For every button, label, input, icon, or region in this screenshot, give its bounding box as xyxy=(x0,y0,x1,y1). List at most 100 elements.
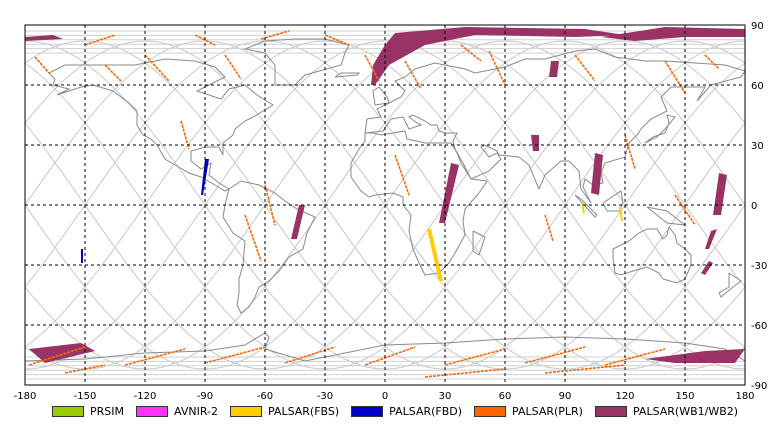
x-tick-label: -60 xyxy=(257,391,273,402)
coastline xyxy=(48,58,274,192)
plr-track xyxy=(224,54,242,80)
legend-label: PALSAR(PLR) xyxy=(512,404,583,418)
y-tick-label: -30 xyxy=(751,261,767,272)
legend-label: PALSAR(FBS) xyxy=(267,404,340,418)
coverage-swath xyxy=(439,163,459,223)
plr-track xyxy=(264,184,276,226)
x-tick-label: 180 xyxy=(735,391,754,402)
plr-track xyxy=(34,56,50,74)
plr-track xyxy=(574,54,596,82)
plr-track xyxy=(204,346,266,364)
legend-label: PRSIM xyxy=(90,404,124,418)
graticule-grid xyxy=(25,25,745,385)
coverage-swath xyxy=(591,153,603,195)
legend-swatch xyxy=(229,405,262,417)
plr-track xyxy=(284,346,336,364)
y-tick-label: -60 xyxy=(751,321,767,332)
coverage-swath xyxy=(25,35,63,41)
coverage-swath xyxy=(645,349,745,363)
plr-track xyxy=(424,368,506,378)
coastline xyxy=(372,86,390,106)
y-tick-label: 30 xyxy=(751,141,764,152)
y-tick-label: 0 xyxy=(751,201,757,212)
plr-track xyxy=(364,54,380,82)
plr-track xyxy=(524,346,586,364)
coastline xyxy=(644,114,676,144)
legend-label: PALSAR(WB1/WB2) xyxy=(632,404,739,418)
coverage-swath xyxy=(371,27,625,85)
coverage-swath xyxy=(601,27,745,41)
plr-track xyxy=(124,348,186,366)
x-tick-label: -90 xyxy=(197,391,213,402)
plr-track xyxy=(324,34,350,46)
plr-track xyxy=(704,54,720,70)
plr-track xyxy=(604,348,666,366)
plr-track xyxy=(364,346,416,366)
coastline xyxy=(350,130,488,276)
coverage-swath xyxy=(81,249,83,263)
legend-item: PALSAR(PLR) xyxy=(474,405,583,418)
plr-track xyxy=(28,346,86,366)
coverage-swath xyxy=(619,207,623,221)
legend-label: AVNIR-2 xyxy=(174,404,218,418)
x-tick-label: 120 xyxy=(615,391,634,402)
coverage-swath xyxy=(531,135,539,151)
x-tick-label: 150 xyxy=(675,391,694,402)
longitude-ticks: -180 -150 -120 -90 -60 -30 0 30 60 90 120 150 180 xyxy=(14,391,755,402)
coverage-swath xyxy=(581,203,585,213)
legend-label: PALSAR(FBD) xyxy=(389,404,463,418)
legend-item: PALSAR(WB1/WB2) xyxy=(594,404,739,418)
y-tick-label: 60 xyxy=(751,81,764,92)
plr-track xyxy=(488,50,506,86)
plr-track xyxy=(404,60,422,90)
plr-track xyxy=(394,154,410,196)
plr-track xyxy=(84,34,116,46)
coastline xyxy=(718,272,742,298)
plr-track xyxy=(664,60,686,94)
legend-item: PRSIM xyxy=(52,405,124,418)
legend-swatch xyxy=(52,405,84,417)
legend-item: PALSAR(FBD) xyxy=(351,405,462,418)
plr-track xyxy=(544,214,554,242)
plr-track xyxy=(144,54,170,82)
legend: PRSIM AVNIR-2 PALSAR(FBS) PALSAR(FBD) PALSAR… xyxy=(52,402,750,420)
x-tick-label: 0 xyxy=(382,391,388,402)
plr-track xyxy=(244,214,262,262)
coverage-swath xyxy=(291,205,305,239)
y-tick-label: 90 xyxy=(751,21,764,32)
x-tick-label: -180 xyxy=(14,391,37,402)
coastline xyxy=(472,230,486,256)
plr-track xyxy=(104,64,122,82)
legend-swatch xyxy=(351,405,384,417)
coverage-swath xyxy=(427,229,443,281)
x-tick-label: -120 xyxy=(134,391,157,402)
plr-track xyxy=(260,30,290,40)
coastline xyxy=(612,225,692,284)
legend-swatch xyxy=(474,405,507,417)
y-tick-label: -90 xyxy=(751,381,767,392)
legend-item: AVNIR-2 xyxy=(136,405,218,418)
orbit-track xyxy=(24,40,746,370)
x-tick-label: -150 xyxy=(74,391,97,402)
coverage-swath xyxy=(705,229,717,249)
coverage-swaths xyxy=(25,27,745,378)
coverage-swath xyxy=(549,61,559,77)
legend-swatch xyxy=(594,405,627,417)
legend-item: PALSAR(FBS) xyxy=(229,404,340,418)
coastline xyxy=(574,194,598,218)
plr-track xyxy=(180,120,190,150)
x-tick-label: 30 xyxy=(439,391,452,402)
plr-track xyxy=(544,364,626,374)
coastline xyxy=(222,180,316,314)
map-frame xyxy=(24,24,746,386)
legend-swatch xyxy=(136,405,168,417)
plr-track xyxy=(624,134,636,170)
plr-track xyxy=(444,348,506,366)
plr-track xyxy=(194,34,216,46)
x-tick-label: 90 xyxy=(559,391,572,402)
x-tick-label: -30 xyxy=(317,391,333,402)
x-tick-label: 60 xyxy=(499,391,512,402)
coastline xyxy=(334,72,361,78)
coverage-swath xyxy=(29,343,95,363)
